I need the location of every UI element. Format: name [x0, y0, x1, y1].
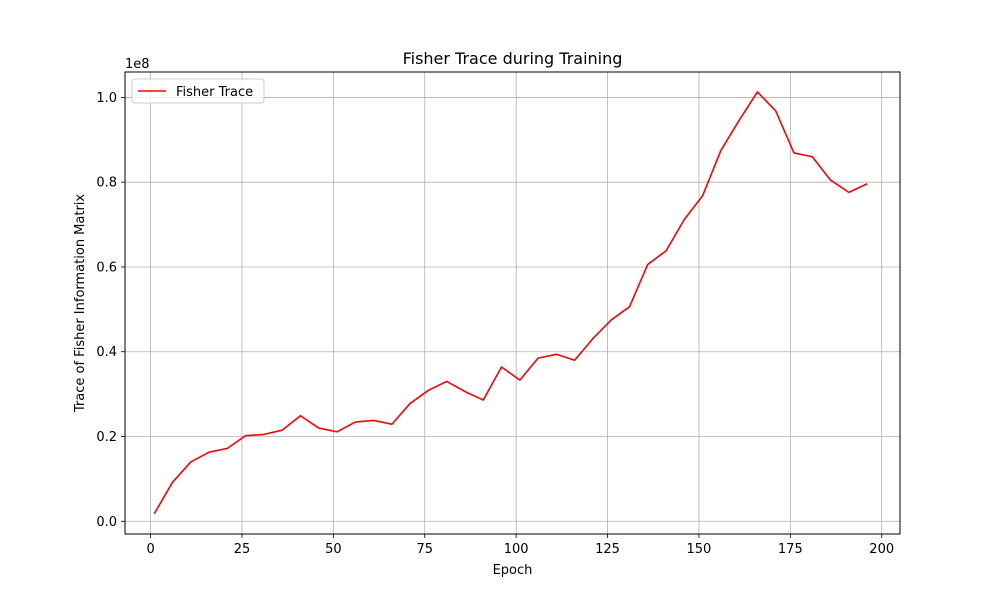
- y-tick-label: 0.6: [96, 260, 117, 275]
- legend-label: Fisher Trace: [176, 85, 253, 100]
- plot-frame: [124, 71, 901, 535]
- y-tick-label: 0.2: [96, 430, 117, 445]
- series-layer: [153, 91, 868, 515]
- x-tick-label: 50: [325, 542, 342, 557]
- x-tick-label: 75: [416, 542, 433, 557]
- x-axis-label: Epoch: [493, 563, 533, 578]
- grid-layer: [125, 72, 900, 534]
- x-tick-label: 175: [778, 542, 803, 557]
- x-tick-label: 0: [146, 542, 154, 557]
- legend: Fisher Trace: [131, 78, 265, 104]
- y-tick-label: 0.8: [96, 176, 117, 191]
- y-tick-label: 1.0: [96, 91, 117, 106]
- y-scale-label: 1e8: [125, 57, 150, 72]
- y-axis-label: Trace of Fisher Information Matrix: [73, 194, 88, 414]
- y-tick-label: 0.0: [96, 515, 117, 530]
- chart-title: Fisher Trace during Training: [403, 49, 623, 68]
- x-tick-label: 100: [504, 542, 529, 557]
- x-tick-label: 150: [687, 542, 712, 557]
- x-tick-label: 200: [869, 542, 894, 557]
- y-tick-label: 0.4: [96, 345, 117, 360]
- series-line: [153, 91, 868, 515]
- x-tick-label: 125: [595, 542, 620, 557]
- legend-box: [131, 78, 265, 104]
- x-tick-label: 25: [234, 542, 251, 557]
- tick-layer: 0 25 50 75 100 125 150 175 200 0.0 0.2 0.4 0.6 0.8 1.0: [96, 91, 894, 557]
